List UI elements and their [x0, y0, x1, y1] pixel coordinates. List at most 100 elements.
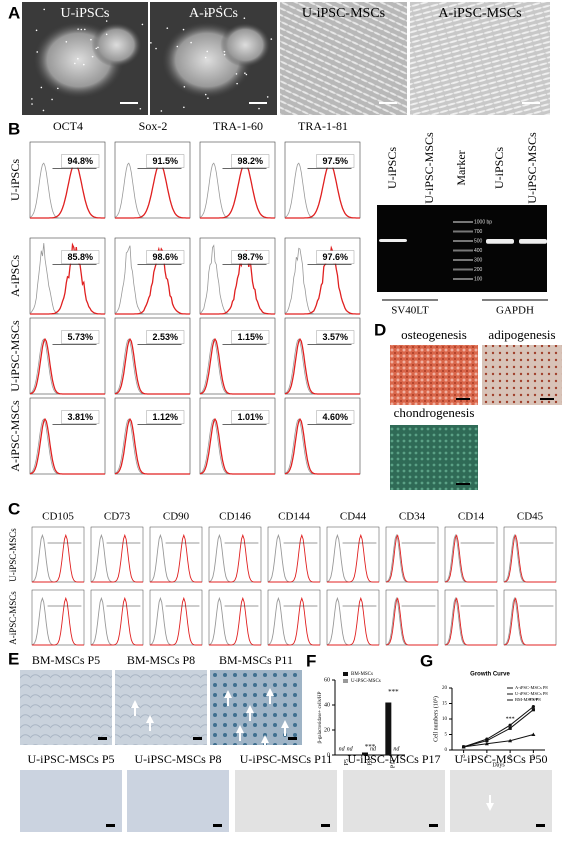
- column-header: TRA-1-60: [213, 119, 263, 133]
- nd-label: nd: [370, 746, 377, 752]
- cell: [235, 73, 238, 75]
- micrograph: [390, 345, 478, 405]
- histogram-curve: [268, 596, 320, 646]
- arrow: [131, 700, 139, 716]
- ladder-band: [453, 249, 473, 252]
- lane-label: Marker: [454, 150, 468, 185]
- percent-label: 85.8%: [67, 252, 93, 262]
- micrograph: [482, 345, 562, 405]
- percent-box: [316, 250, 355, 264]
- arrow: [266, 688, 274, 704]
- cell: [57, 87, 59, 90]
- legend-label: U-iPSC-MSCs: [351, 679, 381, 684]
- cell: [84, 28, 86, 31]
- legend-label: A-iPSC-MSCs P8: [515, 685, 548, 690]
- band: [486, 239, 514, 244]
- point: [508, 738, 513, 743]
- bar: [385, 702, 392, 755]
- legend-swatch: [343, 679, 348, 683]
- axis-label: Days: [492, 762, 505, 768]
- gene-label: SV40LT: [391, 305, 429, 317]
- cell: [74, 62, 76, 65]
- cell: [65, 41, 68, 43]
- percent-label: 3.81%: [67, 412, 93, 422]
- histogram-curve: [200, 162, 275, 219]
- histogram-curve: [31, 596, 84, 646]
- percent-label: 98.2%: [237, 156, 263, 166]
- colony: [91, 23, 142, 67]
- y-tick-label: 40: [324, 702, 330, 708]
- cell: [97, 46, 99, 49]
- histogram-curve: [29, 418, 105, 475]
- histogram-curve: [199, 162, 275, 219]
- histogram-frame: [114, 141, 191, 219]
- cell: [206, 12, 208, 15]
- micrograph: [127, 770, 229, 832]
- column-header: TRA-1-81: [298, 119, 348, 133]
- scale-bar: [288, 737, 297, 740]
- y-tick-label: 20: [324, 727, 330, 733]
- percent-box: [231, 330, 270, 344]
- y-tick-label: 15: [442, 702, 448, 707]
- micrograph: [20, 670, 112, 745]
- cell: [155, 47, 157, 50]
- column-header: CD144: [278, 511, 310, 523]
- legend-label: BM-MSCs: [351, 672, 373, 677]
- histogram-curve: [503, 597, 556, 646]
- ladder-band: [453, 259, 473, 261]
- legend-label: BM-MSCs P8: [515, 697, 541, 702]
- cell: [31, 98, 33, 100]
- band: [379, 239, 407, 242]
- x-tick-label: 1: [486, 755, 489, 760]
- percent-label: 97.6%: [322, 252, 348, 262]
- histogram-curve: [149, 596, 202, 646]
- cell: [104, 11, 106, 14]
- scale-bar: [536, 824, 545, 827]
- micrograph: [20, 770, 122, 832]
- arrow: [261, 735, 269, 751]
- point: [531, 708, 535, 712]
- lane-label: U-iPSC-MSCs: [422, 132, 436, 204]
- histogram-curve: [90, 533, 143, 583]
- significance: ***: [506, 716, 515, 722]
- series-line: [463, 709, 534, 748]
- percent-box: [61, 330, 100, 344]
- row-label: A-iPSC-MSCs: [8, 591, 18, 645]
- histogram-curve: [267, 596, 320, 646]
- column-header: CD34: [399, 511, 426, 523]
- point: [508, 723, 512, 727]
- percent-label: 1.12%: [152, 412, 178, 422]
- axis-label: Cell numbers (10⁵): [432, 696, 439, 742]
- cell: [82, 63, 85, 66]
- column-header: CD44: [340, 511, 367, 523]
- cell: [204, 56, 207, 59]
- nd-label: nd: [339, 746, 346, 752]
- histogram-curve: [150, 596, 202, 646]
- histogram-curve: [385, 534, 438, 583]
- nd-label: nd: [347, 746, 354, 752]
- histogram-frame: [29, 141, 106, 219]
- percent-label: 97.5%: [322, 156, 348, 166]
- cell: [176, 45, 179, 48]
- histogram-curve: [29, 162, 105, 219]
- micrograph: [343, 770, 445, 832]
- histogram-curve: [114, 338, 190, 395]
- nd-label: nd: [393, 746, 400, 752]
- histogram-curve: [209, 596, 261, 646]
- percent-box: [61, 250, 100, 264]
- histogram-curve: [115, 246, 190, 315]
- cell: [42, 109, 45, 112]
- histogram-curve: [199, 417, 275, 475]
- histogram-curve: [114, 417, 190, 475]
- histogram-curve: [208, 596, 261, 646]
- y-tick-label: 5: [445, 733, 448, 738]
- cell: [90, 38, 92, 41]
- histogram-curve: [200, 249, 275, 315]
- histogram-frame: [90, 526, 144, 583]
- y-tick-label: 20: [442, 686, 448, 691]
- point: [461, 744, 466, 749]
- scale-bar: [106, 824, 115, 827]
- chart-title: Growth Curve: [470, 672, 510, 678]
- panel-letter: B: [8, 119, 20, 138]
